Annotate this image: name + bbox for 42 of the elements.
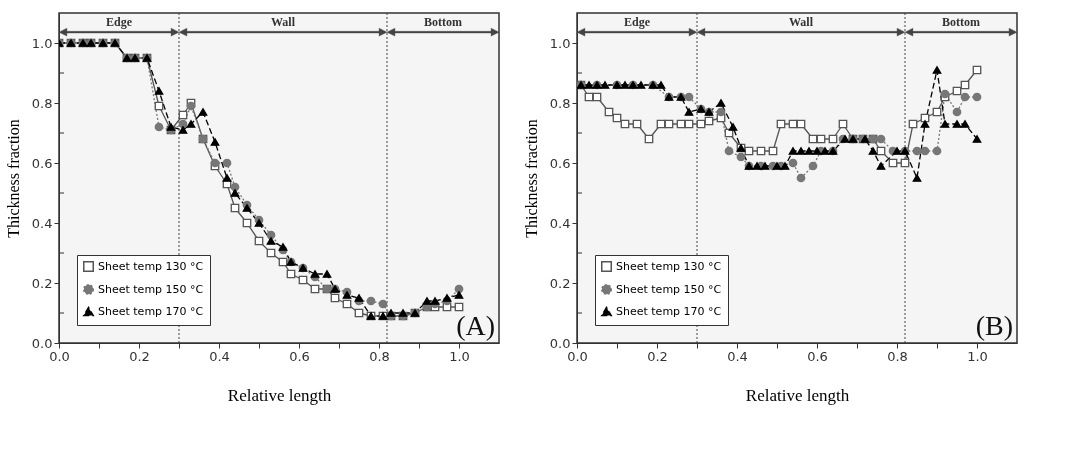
x-tick-label: 1.0 <box>967 348 988 364</box>
x-tick-label: 0.8 <box>887 348 908 364</box>
annotation: (B) <box>975 310 1013 341</box>
y-tick-label: 0.0 <box>549 335 571 351</box>
y-axis-title: Thickness fraction <box>522 119 540 238</box>
x-tick-label: 0.2 <box>647 348 668 364</box>
band-label: Wall <box>270 15 296 30</box>
legend-label: Sheet temp 130 °C <box>616 259 722 273</box>
legend-label: Sheet temp 150 °C <box>616 282 722 296</box>
x-tick-label: 0.8 <box>369 348 390 364</box>
band-label: Wall <box>788 15 814 30</box>
y-tick-label: 0.8 <box>31 95 53 111</box>
legend-label: Sheet temp 150 °C <box>98 282 204 296</box>
x-axis-title: Relative length <box>745 385 850 405</box>
x-tick-label: 0.4 <box>727 348 748 364</box>
y-tick-label: 0.2 <box>31 275 53 291</box>
y-tick-label: 0.0 <box>31 335 53 351</box>
annotation: (A) <box>456 310 495 341</box>
legend-label: Sheet temp 170 °C <box>98 304 204 318</box>
legend-label: Sheet temp 170 °C <box>616 304 722 318</box>
legend-label: Sheet temp 130 °C <box>98 259 204 273</box>
y-tick-label: 0.4 <box>549 215 571 231</box>
band-label: Edge <box>105 15 133 30</box>
y-axis-title: Thickness fraction <box>4 119 22 238</box>
x-tick-label: 0.6 <box>807 348 828 364</box>
y-tick-label: 0.8 <box>549 95 571 111</box>
x-tick-label: 0.6 <box>289 348 310 364</box>
x-tick-label: 0.0 <box>567 348 588 364</box>
x-tick-label: 0.2 <box>129 348 150 364</box>
y-tick-label: 0.4 <box>31 215 53 231</box>
x-tick-label: 0.4 <box>209 348 230 364</box>
x-tick-label: 0.0 <box>49 348 70 364</box>
y-tick-label: 1.0 <box>549 35 571 51</box>
y-tick-label: 0.2 <box>549 275 571 291</box>
y-tick-label: 1.0 <box>31 35 53 51</box>
y-tick-label: 0.6 <box>549 155 571 171</box>
y-tick-label: 0.6 <box>31 155 53 171</box>
band-label: Bottom <box>424 15 462 30</box>
x-tick-label: 1.0 <box>449 348 470 364</box>
x-axis-title: Relative length <box>227 385 332 405</box>
band-label: Bottom <box>942 15 980 30</box>
band-label: Edge <box>623 15 651 30</box>
